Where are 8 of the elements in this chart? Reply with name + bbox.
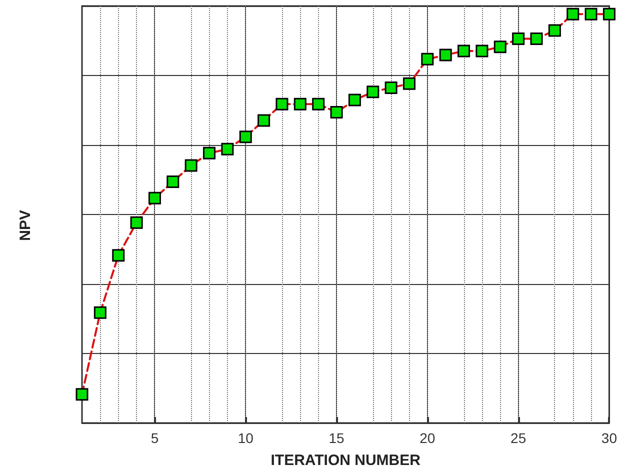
x-tick-label: 20 [420,430,436,446]
x-tick-label: 10 [238,430,254,446]
y-axis-title: NPV [17,210,34,241]
x-tick-label: 30 [601,430,618,446]
x-axis-title: ITERATION NUMBER [270,452,421,469]
x-tick-label: 25 [510,430,526,446]
x-tick-label: 5 [150,430,159,446]
x-tick-label: 15 [328,430,345,446]
